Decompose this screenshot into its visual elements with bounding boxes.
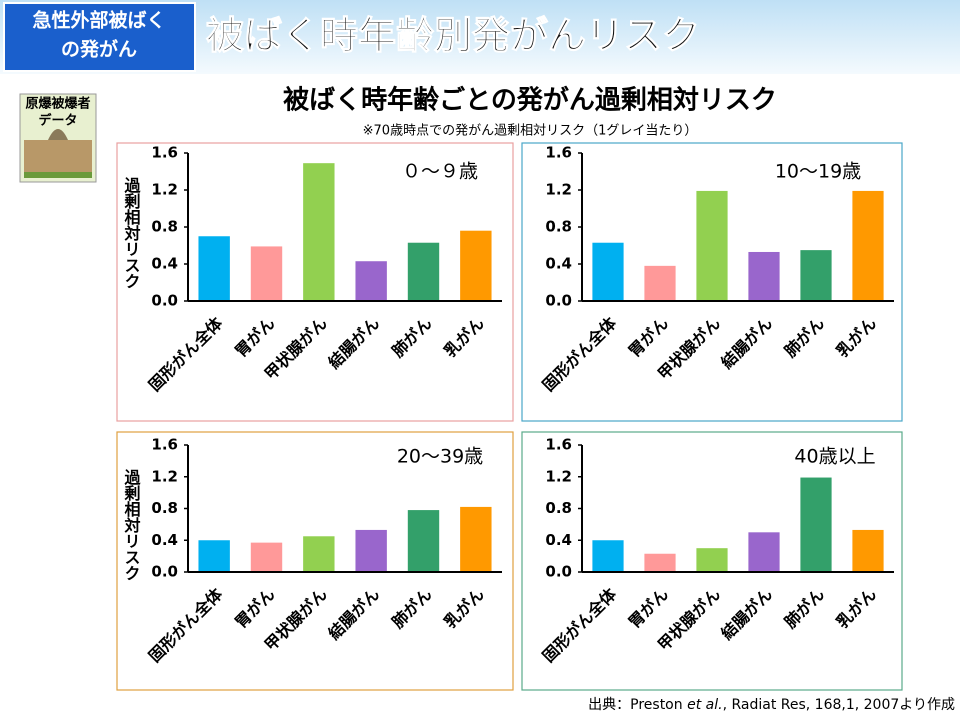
- y-tick-label: 1.6: [545, 436, 572, 454]
- bar: [460, 230, 492, 301]
- source-italic: et al.: [687, 697, 722, 713]
- bar: [250, 246, 283, 301]
- x-tick-label: 乳がん: [833, 314, 880, 361]
- header-badge-text: の発がん: [61, 38, 137, 61]
- x-tick-label: 固形がん全体: [145, 584, 227, 666]
- panel-border: [116, 142, 514, 422]
- y-tick-label: 0.0: [151, 292, 178, 310]
- bar: [303, 163, 335, 301]
- panel-border: [521, 142, 903, 422]
- x-tick-label: 乳がん: [440, 314, 487, 361]
- x-tick-label: 固形がん全体: [145, 313, 227, 395]
- bar: [644, 553, 676, 572]
- y-axis-label: 過剰相対リスク: [122, 177, 142, 289]
- y-tick-label: 0.0: [545, 292, 572, 310]
- y-tick-label: 0.4: [151, 531, 178, 549]
- bar: [696, 548, 728, 572]
- bar: [592, 242, 624, 301]
- bar: [250, 542, 283, 572]
- y-tick-label: 0.4: [151, 255, 178, 273]
- y-tick-label: 1.6: [545, 144, 572, 162]
- panel-title: ０～９歳: [402, 161, 478, 183]
- header-badge: [3, 2, 196, 72]
- y-tick-label: 0.4: [545, 255, 572, 273]
- bar: [852, 529, 884, 572]
- x-tick-label: 乳がん: [833, 585, 880, 632]
- y-tick-label: 0.8: [151, 499, 178, 517]
- x-tick-label: 結腸がん: [324, 314, 383, 373]
- x-tick-label: 肺がん: [781, 314, 828, 361]
- header-badge-text: 急性外部被ばく: [32, 9, 165, 32]
- y-tick-label: 0.8: [545, 499, 572, 517]
- x-tick-label: 胃がん: [231, 314, 278, 361]
- bar: [460, 506, 492, 572]
- subtitle: 被ばく時年齢ごとの発がん過剰相対リスク: [283, 85, 777, 116]
- bar: [852, 190, 884, 301]
- badge-text: 原爆被爆者: [25, 96, 90, 112]
- source: 出典：Preston et al., Radiat Res, 168,1, 20…: [588, 697, 955, 713]
- bar: [696, 190, 728, 301]
- badge-text: データ: [38, 113, 77, 129]
- badge-grass: [24, 172, 92, 178]
- bar: [198, 236, 230, 301]
- y-tick-label: 1.2: [545, 467, 572, 485]
- y-tick-label: 0.0: [545, 563, 572, 581]
- y-tick-label: 0.8: [545, 218, 572, 236]
- bar: [592, 540, 624, 572]
- y-tick-label: 1.2: [151, 467, 178, 485]
- panel-title: 20～39歳: [397, 446, 483, 468]
- x-tick-label: 胃がん: [625, 585, 672, 632]
- x-tick-label: 胃がん: [625, 314, 672, 361]
- source-prefix: 出典：Preston: [588, 697, 687, 713]
- bar: [800, 477, 832, 572]
- y-tick-label: 1.6: [151, 436, 178, 454]
- x-tick-label: 胃がん: [231, 585, 278, 632]
- header-title: 被ばく時年齢別発がんリスク: [206, 14, 700, 58]
- badge-building: [24, 140, 92, 178]
- x-tick-label: 結腸がん: [717, 314, 776, 373]
- y-tick-label: 0.0: [151, 563, 178, 581]
- bar: [748, 532, 780, 572]
- y-axis-label: 過剰相対リスク: [122, 469, 142, 581]
- panel-title: 10～19歳: [775, 161, 861, 183]
- x-tick-label: 肺がん: [388, 585, 435, 632]
- x-tick-label: 固形がん全体: [539, 313, 621, 395]
- x-tick-label: 乳がん: [440, 585, 487, 632]
- x-tick-label: 結腸がん: [717, 585, 776, 644]
- y-tick-label: 0.4: [545, 531, 572, 549]
- badge-dome: [48, 129, 68, 140]
- bar: [748, 251, 780, 301]
- x-tick-label: 固形がん全体: [539, 584, 621, 666]
- bar: [407, 242, 440, 301]
- panel-border: [521, 431, 903, 691]
- bar: [303, 536, 335, 572]
- bar: [355, 261, 387, 301]
- y-tick-label: 1.2: [151, 181, 178, 199]
- bar: [644, 265, 676, 301]
- bar: [800, 250, 832, 301]
- side-badge: 原爆被爆者 データ: [19, 93, 97, 183]
- bar: [355, 529, 387, 572]
- bar: [198, 540, 230, 572]
- source-suffix: , Radiat Res, 168,1, 2007より作成: [723, 697, 955, 713]
- y-tick-label: 1.2: [545, 181, 572, 199]
- y-tick-label: 1.6: [151, 144, 178, 162]
- note: ※70歳時点での発がん過剰相対リスク（1グレイ当たり）: [363, 124, 698, 139]
- x-tick-label: 結腸がん: [324, 585, 383, 644]
- x-tick-label: 肺がん: [388, 314, 435, 361]
- x-tick-label: 肺がん: [781, 585, 828, 632]
- panel-title: 40歳以上: [794, 446, 875, 468]
- panel-border: [116, 431, 514, 691]
- bar: [407, 510, 440, 572]
- y-tick-label: 0.8: [151, 218, 178, 236]
